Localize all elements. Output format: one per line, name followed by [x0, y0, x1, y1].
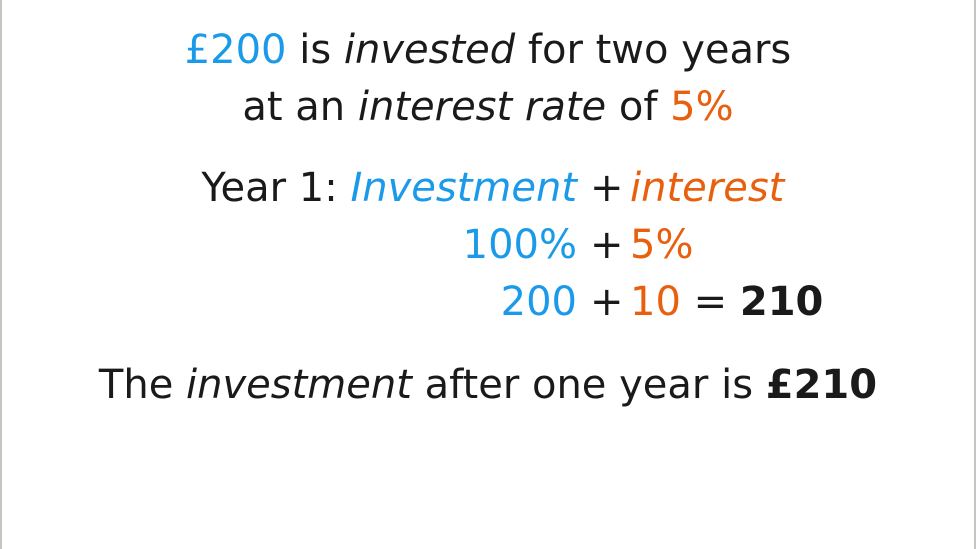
investment-label: Investment — [350, 165, 577, 211]
interest-rate-value: 5% — [670, 84, 734, 130]
text-duration: for two years — [527, 27, 792, 73]
equals-sign: = — [693, 279, 728, 325]
interest-value: 10 — [630, 279, 681, 325]
intro-line-2: at an interest rate of 5% — [0, 83, 976, 131]
total-value: 210 — [739, 279, 824, 325]
investment-value: 200 — [500, 279, 577, 325]
interest-percent: 5% — [630, 222, 694, 268]
text-after-one-year: after one year is — [424, 362, 754, 408]
intro-line-1: £200 is invested for two years — [0, 26, 976, 74]
plus-sign: + — [590, 222, 624, 268]
text-interest-rate: interest rate — [357, 84, 607, 130]
text-at-an: at an — [242, 84, 346, 130]
year-label: Year 1: — [201, 165, 338, 211]
text-is: is — [299, 27, 332, 73]
text-of: of — [618, 84, 658, 130]
plus-sign: + — [590, 279, 624, 325]
text-the: The — [98, 362, 174, 408]
plus-sign: + — [590, 165, 624, 211]
final-total: £210 — [765, 362, 878, 408]
text-investment: investment — [186, 362, 412, 408]
conclusion-line: The investment after one year is £210 — [0, 361, 976, 409]
interest-label: interest — [630, 165, 785, 211]
lhs: Year 1: Investment — [201, 164, 577, 212]
investment-percent: 100% — [462, 222, 577, 268]
text-invested: invested — [343, 27, 516, 73]
rhs: 10 = 210 — [630, 278, 823, 326]
principal-amount: £200 — [184, 27, 287, 73]
